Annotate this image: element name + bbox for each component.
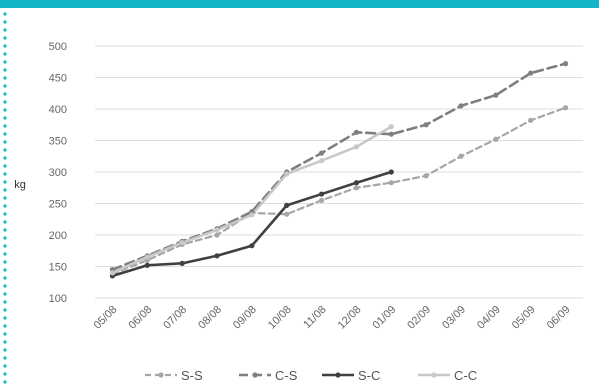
data-point-c-c [388, 124, 394, 130]
x-tick-label: 03/09 [440, 304, 468, 332]
data-point-c-s [353, 129, 360, 135]
y-tick-label: 500 [49, 41, 67, 53]
legend-marker-s-c [335, 372, 341, 378]
y-tick-label: 100 [49, 293, 67, 305]
data-point-s-c [144, 262, 150, 268]
data-point-s-s [458, 153, 464, 159]
data-point-s-s [214, 232, 220, 238]
x-tick-label: 11/08 [301, 304, 328, 331]
data-point-s-s [423, 173, 429, 179]
data-point-c-s [493, 92, 499, 98]
grid-lines [95, 45, 583, 299]
x-tick-label: 07/08 [161, 304, 189, 332]
legend-marker-c-c [431, 372, 437, 378]
data-point-s-s [388, 180, 394, 186]
legend-label-c-c: C-C [454, 368, 477, 383]
data-point-c-s [388, 131, 394, 137]
series-line-s-c [111, 170, 393, 278]
x-tick-label: 06/08 [126, 304, 154, 332]
dotted-border [2, 10, 8, 384]
x-tick-label: 05/09 [510, 304, 538, 332]
x-tick-label: 02/09 [405, 304, 433, 332]
data-point-c-c [318, 158, 325, 164]
data-point-s-c [388, 169, 394, 175]
x-tick-label: 10/08 [266, 304, 294, 332]
y-tick-label: 450 [49, 73, 67, 85]
data-point-s-s [284, 211, 290, 217]
x-tick-label: 01/09 [370, 304, 398, 332]
x-tick-label: 05/08 [92, 304, 120, 332]
data-point-c-s [318, 150, 325, 156]
y-tick-label: 200 [49, 230, 67, 242]
series-markers [109, 61, 569, 279]
data-point-c-s [423, 122, 429, 128]
data-point-s-c [179, 260, 185, 266]
y-axis-label: kg [14, 179, 26, 191]
series-line-c-s [111, 62, 567, 271]
x-tick-labels: 05/08 06/08 07/08 08/08 09/08 10/08 11/08 12/08… [92, 304, 573, 332]
data-point-c-c [179, 239, 185, 246]
series-line-s-s [111, 106, 567, 276]
legend-label-c-s: C-S [275, 368, 298, 383]
y-tick-labels: 100 150 200 250 300 350 400 450 500 [49, 41, 67, 305]
data-point-s-c [249, 243, 255, 249]
y-tick-label: 150 [49, 262, 67, 274]
series-line-c-c [111, 125, 393, 275]
x-tick-label: 04/09 [475, 304, 503, 332]
legend-marker-c-s [252, 372, 258, 378]
legend-label-s-c: S-C [358, 368, 380, 383]
legend: S-S C-S S-C C-C [145, 368, 477, 383]
y-tick-label: 350 [49, 136, 67, 148]
data-point-c-s [458, 103, 464, 109]
data-point-c-c [353, 144, 360, 150]
data-point-s-s [562, 105, 569, 111]
data-point-c-c [249, 212, 255, 218]
x-tick-label: 09/08 [231, 304, 259, 332]
data-point-c-c [109, 270, 116, 276]
legend-label-s-s: S-S [181, 368, 203, 383]
data-point-s-s [493, 136, 499, 142]
data-point-c-s [528, 70, 534, 76]
data-point-s-s [528, 117, 534, 123]
data-point-c-s [562, 61, 569, 67]
y-tick-label: 300 [49, 167, 67, 179]
data-point-s-s [318, 197, 325, 203]
legend-marker-s-s [158, 372, 164, 378]
data-point-c-c [144, 254, 150, 260]
x-tick-label: 06/09 [545, 304, 573, 332]
y-tick-label: 400 [49, 104, 67, 116]
header-accent-bar [0, 0, 599, 8]
data-point-s-c [284, 202, 290, 208]
data-point-c-c [284, 171, 290, 177]
data-point-s-c [318, 191, 325, 197]
data-point-s-c [353, 180, 360, 186]
x-tick-label: 12/08 [336, 304, 364, 332]
y-tick-label: 250 [49, 199, 67, 211]
x-tick-label: 08/08 [196, 304, 224, 332]
data-point-c-c [214, 227, 220, 233]
data-point-s-s [353, 185, 360, 191]
data-point-s-c [214, 253, 220, 259]
